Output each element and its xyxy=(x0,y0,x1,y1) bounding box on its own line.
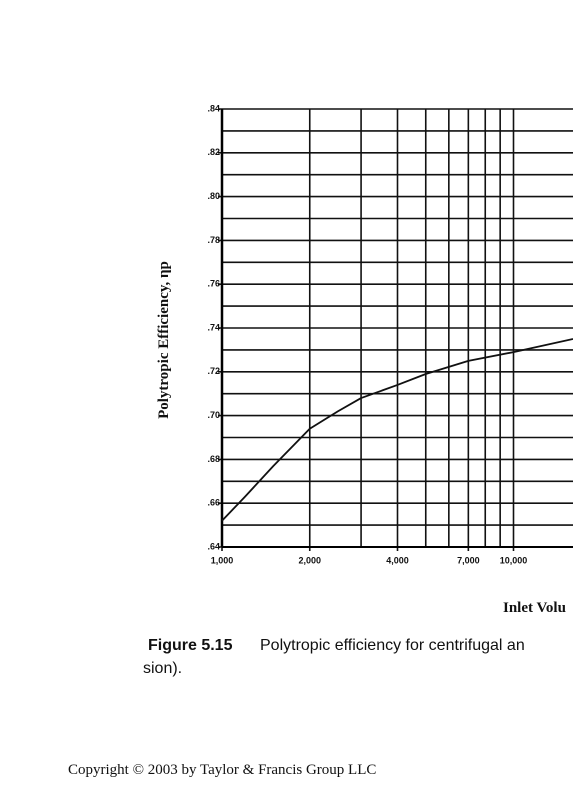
y-axis-label: Polytropic Efficiency, ηp xyxy=(156,261,172,419)
copyright: Copyright © 2003 by Taylor & Francis Gro… xyxy=(68,762,376,778)
x-tick-label: 10,000 xyxy=(500,555,528,565)
x-tick-label: 4,000 xyxy=(386,555,409,565)
y-tick-label: .76 xyxy=(207,279,220,289)
x-axis-label: Inlet Volu xyxy=(503,600,566,616)
x-tick-label: 7,000 xyxy=(457,555,480,565)
x-tick-label: 1,000 xyxy=(211,555,234,565)
y-tick-label: .66 xyxy=(207,498,220,508)
y-tick-label: .68 xyxy=(207,454,220,464)
x-tick-label: 2,000 xyxy=(298,555,321,565)
data-line xyxy=(221,338,573,522)
y-tick-label: .72 xyxy=(207,366,220,376)
caption-text-2: sion). xyxy=(143,660,182,677)
y-tick-label: .70 xyxy=(207,410,220,420)
y-tick-label: .84 xyxy=(207,103,220,113)
y-tick-label: .82 xyxy=(207,147,220,157)
y-tick-label: .78 xyxy=(207,235,220,245)
y-tick-label: .74 xyxy=(207,322,220,332)
y-tick-label: .80 xyxy=(207,191,220,201)
caption-label: Figure 5.15 xyxy=(148,637,233,654)
y-tick-label: .64 xyxy=(207,541,220,551)
caption-text: Polytropic efficiency for centrifugal an xyxy=(260,637,525,654)
